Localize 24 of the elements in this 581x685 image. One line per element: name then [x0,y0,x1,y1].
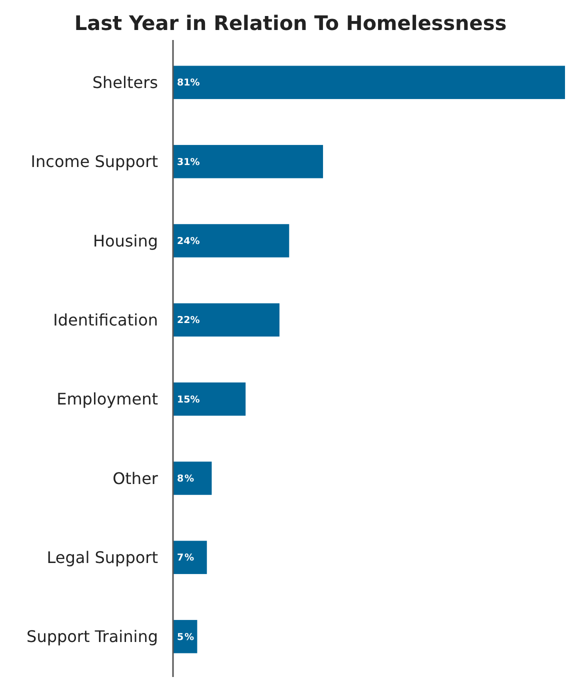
bar [173,303,280,337]
bar [173,224,290,258]
y-tick-label: Support Training [26,627,158,646]
y-tick-label: Income Support [30,152,158,172]
y-tick-label: Shelters [92,73,158,92]
data-label: 31% [177,156,200,168]
data-label: 81% [177,78,200,89]
y-tick-label: Identification [53,310,158,330]
y-tick-label: Employment [56,390,158,409]
y-tick-label: Housing [92,231,158,250]
data-label: 24% [177,236,200,248]
data-label: 5% [177,632,194,643]
data-label: 7% [177,552,194,564]
y-tick-label: Legal Support [46,548,158,568]
data-label: 15% [177,394,200,406]
bar [173,540,207,574]
bar [173,462,212,495]
bar [173,66,565,100]
data-label: 22% [177,315,200,326]
bar [173,382,246,416]
bar [173,144,324,178]
data-label: 8% [177,474,194,485]
chart-title: Last Year in Relation To Homelessness [74,11,507,35]
y-tick-label: Other [112,468,158,488]
